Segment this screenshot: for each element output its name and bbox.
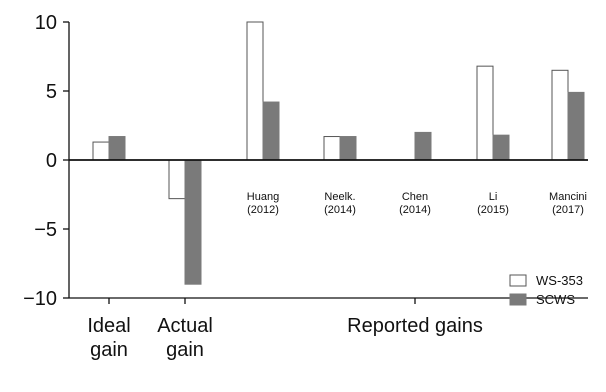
- bar-scws-2: [262, 101, 280, 161]
- bar-scws-1: [184, 159, 202, 285]
- y-tick-label: 5: [46, 81, 57, 103]
- bars-layer: [92, 21, 585, 285]
- x-ticks: [108, 298, 416, 304]
- y-ticks: 10 5 0 −5 −10: [23, 12, 69, 310]
- y-tick-label: −5: [34, 219, 57, 241]
- legend-swatch-ws353: [509, 274, 527, 287]
- group-label-line1: Reported gains: [347, 315, 483, 337]
- legend-swatch-scws: [509, 293, 527, 306]
- bar-ws353-5: [476, 65, 494, 161]
- bar-scws-3: [339, 136, 357, 161]
- y-tick-label: 10: [35, 12, 57, 34]
- category-label-line2: (2012): [247, 204, 279, 216]
- group-label-line1: Ideal: [87, 315, 130, 337]
- category-labels: Huang(2012)Neelk.(2014)Chen(2014)Li(2015…: [247, 191, 587, 216]
- legend-label-scws: SCWS: [536, 292, 575, 307]
- bar-ws353-0: [92, 141, 110, 161]
- group-label-line2: gain: [166, 339, 204, 361]
- bar-scws-5: [492, 134, 510, 161]
- bar-ws353-6: [551, 69, 569, 161]
- category-label-line2: (2014): [399, 204, 431, 216]
- group-label-line1: Actual: [157, 315, 213, 337]
- bar-ws353-2: [246, 21, 264, 161]
- y-tick-label: 0: [46, 150, 57, 172]
- bar-scws-6: [567, 91, 585, 161]
- category-label-line1: Li: [489, 191, 498, 203]
- category-label-line1: Chen: [402, 191, 428, 203]
- y-tick-label: −10: [23, 288, 57, 310]
- category-label-line1: Huang: [247, 191, 279, 203]
- category-label-line2: (2014): [324, 204, 356, 216]
- legend: WS-353 SCWS: [509, 273, 583, 307]
- bar-scws-4: [414, 131, 432, 161]
- category-label-line1: Neelk.: [324, 191, 355, 203]
- bar-scws-0: [108, 136, 126, 161]
- legend-label-ws353: WS-353: [536, 273, 583, 288]
- bar-ws353-1: [168, 159, 186, 200]
- group-label-line2: gain: [90, 339, 128, 361]
- bar-ws353-3: [323, 136, 341, 161]
- category-label-line2: (2017): [552, 204, 584, 216]
- category-label-line1: Mancini: [549, 191, 587, 203]
- category-label-line2: (2015): [477, 204, 509, 216]
